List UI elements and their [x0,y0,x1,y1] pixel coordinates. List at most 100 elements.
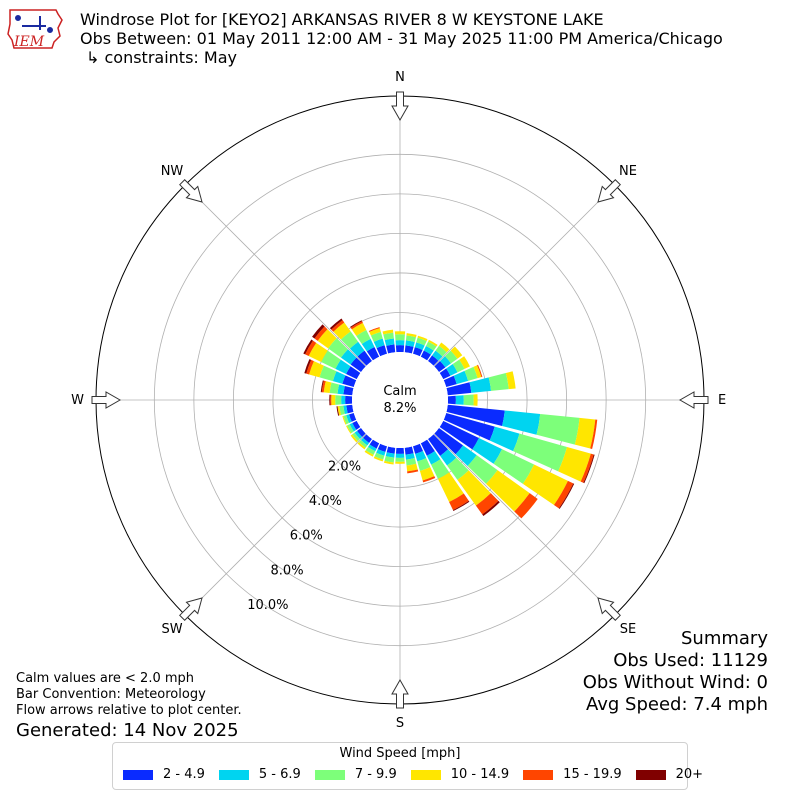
windrose-bar-segment [365,447,376,455]
windrose-bar-segment [446,404,505,427]
windrose-bar-segment [337,384,345,395]
windrose-bar-segment [416,337,427,346]
windrose-bar-segment [440,449,457,466]
windrose-bar-segment [335,359,351,375]
windrose-bar-segment [366,346,380,361]
direction-label-e: E [718,393,726,408]
windrose-bar-segment [514,493,538,519]
legend-item: 15 - 19.9 [519,767,622,782]
windrose-bar-segment [386,446,396,454]
summary-box: Summary Obs Used: 11129 Obs Without Wind… [583,628,768,716]
grid-spoke [433,184,616,367]
calm-note: Calm values are < 2.0 mph [16,671,195,686]
summary-title: Summary [681,628,768,649]
direction-label-s: S [396,716,404,731]
legend-swatch [635,769,666,780]
windrose-bar-segment [385,452,395,458]
windrose-bar-segment [457,470,491,506]
windrose-bar-segment [304,359,312,374]
windrose-bar-segment [395,461,405,464]
windrose-bar-segment [459,356,470,369]
windrose-bar-segment [383,332,394,341]
windrose-bar-segment [449,493,469,511]
chart-constraints: ↳ constraints: May [86,48,237,67]
windrose-bar-segment [319,365,337,382]
windrose-bar-segment [350,321,363,330]
windrose-bar-segment [329,318,343,330]
windrose-bar-segment [382,329,394,335]
legend-label: 7 - 9.9 [354,767,397,782]
windrose-bar-segment [383,460,394,465]
flow-arrow-icon [678,391,709,409]
windrose-bar-segment [452,359,465,373]
legend-label: 5 - 6.9 [258,767,301,782]
weather-station-icon [15,15,53,33]
windrose-bar-segment [425,341,437,351]
windrose-bar-segment [522,464,568,506]
radial-tick-label: 10.0% [247,598,288,613]
windrose-bar-segment [351,322,367,336]
windrose-bar-segment [485,470,530,512]
windrose-bar-segment [350,320,363,328]
windrose-bar-segment [536,413,580,445]
windrose-bar-segment [439,420,479,450]
windrose-bar-segment [482,500,500,517]
chart-title: Windrose Plot for [KEYO2] ARKANSAS RIVER… [80,10,604,29]
windrose-bar-segment [340,349,357,365]
direction-label-ne: NE [619,164,637,179]
radial-tick-label: 6.0% [290,529,323,544]
windrose-bar-segment [317,329,337,349]
windrose-bar-segment [405,335,417,342]
chart-period: Obs Between: 01 May 2011 12:00 AM - 31 M… [80,29,723,48]
legend-label: 2 - 4.9 [163,767,205,782]
windrose-bar-segment [340,331,359,349]
windrose-bar-segment [336,406,340,416]
windrose-bar-segment [333,322,351,340]
windrose-bar-segment [489,426,520,452]
windrose-bar-segment [331,394,336,406]
windrose-bar-segment [488,373,509,391]
windrose-bar-segment [395,334,405,341]
flow-arrow-icon [391,91,409,122]
footnotes: Calm values are < 2.0 mph Bar Convention… [16,671,242,742]
windrose-bar-segment [455,395,464,405]
windrose-bar-segment [360,437,370,446]
windrose-bar-segment [343,385,354,396]
windrose-bar-segment [306,359,314,375]
calm-value: 8.2% [383,401,416,416]
windrose-bar-segment [343,405,348,415]
windrose-bar-segment [464,366,478,381]
direction-labels: N NE E SE S SW W NW [71,70,726,731]
windrose-bar-segment [395,340,405,346]
summary-avg-speed: Avg Speed: 7.4 mph [586,694,768,715]
windrose-bar-segment [446,382,472,396]
direction-label-w: W [71,393,84,408]
windrose-bar-segment [377,443,388,452]
windrose-bar-segment [477,364,483,378]
speed-legend: Wind Speed [mph] 2 - 4.9 5 - 6.9 7 - 9.9 10… [112,742,703,790]
windrose-bar-segment [574,417,596,449]
windrose-bar-segment [412,347,423,357]
windrose-bar-segment [364,450,374,457]
windrose-bar-segment [431,459,450,479]
windrose-bar-segment [443,412,495,441]
windrose-bar-segment [335,395,342,405]
windrose-bar-segment [420,350,431,361]
flow-arrows-note: Flow arrows relative to plot center. [16,703,242,718]
windrose-bar-segment [361,338,375,352]
windrose-bar-segment [376,449,386,456]
windrose-bar-segment [590,419,598,449]
windrose-bar-segment [407,469,419,474]
windrose-bar-segment [329,394,331,406]
radial-tick-label: 4.0% [309,494,342,509]
windrose-bar-segment [345,395,353,405]
windrose-bar-segment [394,331,406,335]
windrose-bars [303,318,598,519]
summary-obs-without-wind: Obs Without Wind: 0 [582,672,768,693]
windrose-bar-segment [346,414,352,424]
windrose-bar-segment [350,357,366,372]
legend-item: 2 - 4.9 [119,767,205,782]
windrose-bar-segment [447,395,456,405]
calm-label: Calm [383,384,416,399]
windrose-bar-segment [342,375,357,388]
